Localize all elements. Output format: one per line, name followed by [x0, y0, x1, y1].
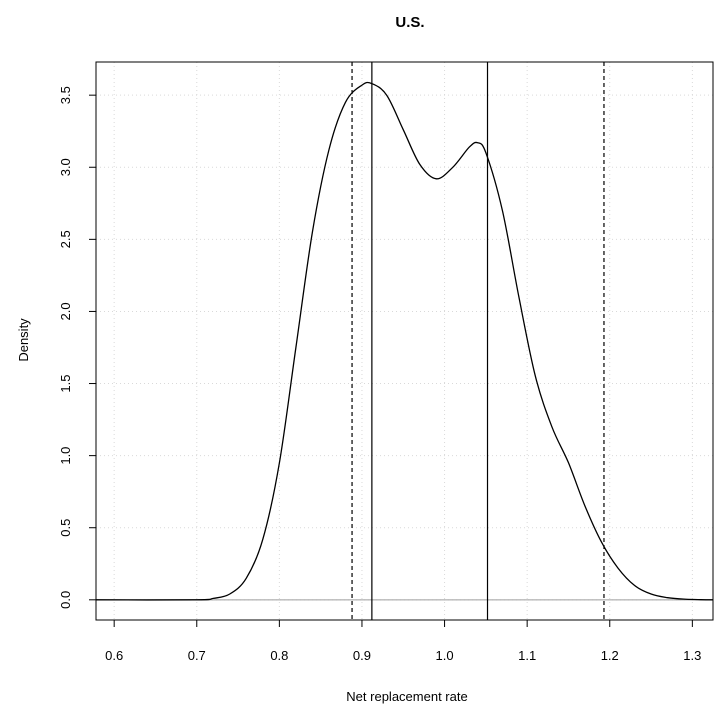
x-axis-label: Net replacement rate: [346, 689, 467, 704]
x-axis: 0.6 0.7 0.8 0.9 1.0 1.1 1.2 1.3: [105, 620, 701, 663]
density-curve: [95, 81, 714, 601]
y-tick-label: 0.5: [58, 519, 73, 537]
y-axis: 0.0 0.5 1.0 1.5 2.0 2.5 3.0 3.5: [58, 86, 96, 609]
y-tick-label: 2.5: [58, 230, 73, 248]
x-tick-label: 0.7: [188, 648, 206, 663]
x-tick-label: 0.6: [105, 648, 123, 663]
x-tick-label: 1.2: [601, 648, 619, 663]
y-tick-label: 0.0: [58, 591, 73, 609]
y-tick-label: 3.0: [58, 158, 73, 176]
y-tick-label: 1.0: [58, 447, 73, 465]
chart-title: U.S.: [395, 14, 424, 31]
x-tick-label: 1.3: [683, 648, 701, 663]
x-tick-label: 1.0: [436, 648, 454, 663]
plot-area-border: [95, 61, 714, 621]
y-axis-label: Density: [16, 318, 31, 362]
x-tick-label: 0.8: [270, 648, 288, 663]
x-tick-label: 1.1: [518, 648, 536, 663]
y-tick-label: 1.5: [58, 374, 73, 392]
y-tick-label: 2.0: [58, 302, 73, 320]
grid-lines: [96, 62, 713, 620]
x-tick-label: 0.9: [353, 648, 371, 663]
y-tick-label: 3.5: [58, 86, 73, 104]
reference-lines: [351, 62, 605, 620]
